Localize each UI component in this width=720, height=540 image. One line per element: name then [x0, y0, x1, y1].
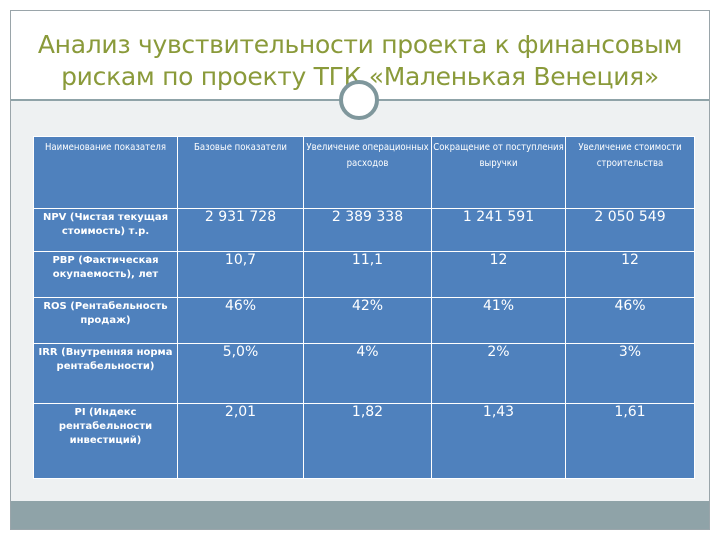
- slide-title: Анализ чувствительности проекта к финанс…: [11, 29, 709, 93]
- table-cell: 5,0%: [177, 343, 304, 404]
- table-row: PI (Индекс рентабельности инвестиций) 2,…: [33, 403, 695, 479]
- table-cell: 10,7: [177, 251, 304, 298]
- table-cell: 4%: [303, 343, 432, 404]
- slide-frame: [10, 10, 710, 530]
- table-cell: 2,01: [177, 403, 304, 479]
- row-label: IRR (Внутренняя норма рентабельности): [33, 343, 178, 404]
- table-cell: 42%: [303, 297, 432, 344]
- table-cell: 12: [431, 251, 566, 298]
- table-cell: 11,1: [303, 251, 432, 298]
- table-cell: 1,43: [431, 403, 566, 479]
- table-cell: 2 931 728: [177, 208, 304, 252]
- row-label: PI (Индекс рентабельности инвестиций): [33, 403, 178, 479]
- ring-ornament-icon: [339, 80, 379, 120]
- header-cell: Сокращение от поступления выручки: [431, 136, 566, 209]
- table-row: ROS (Рентабельность продаж) 46% 42% 41% …: [33, 297, 695, 344]
- header-cell: Увеличение стоимости строительства: [565, 136, 695, 209]
- row-label: NPV (Чистая текущая стоимость) т.р.: [33, 208, 178, 252]
- table-cell: 41%: [431, 297, 566, 344]
- table-cell: 46%: [565, 297, 695, 344]
- table-cell: 1 241 591: [431, 208, 566, 252]
- table-row: IRR (Внутренняя норма рентабельности) 5,…: [33, 343, 695, 404]
- table-cell: 1,61: [565, 403, 695, 479]
- header-cell: Базовые показатели: [177, 136, 304, 209]
- table-cell: 3%: [565, 343, 695, 404]
- header-cell: Наименование показателя: [33, 136, 178, 209]
- table-cell: 46%: [177, 297, 304, 344]
- row-label: РВР (Фактическая окупаемость), лет: [33, 251, 178, 298]
- header-cell: Увеличение операционных расходов: [303, 136, 432, 209]
- footer-bar: [11, 501, 709, 529]
- table-cell: 2%: [431, 343, 566, 404]
- sensitivity-table: Наименование показателя Базовые показате…: [33, 136, 695, 479]
- table-header-row: Наименование показателя Базовые показате…: [33, 136, 695, 209]
- table-cell: 2 389 338: [303, 208, 432, 252]
- table-cell: 1,82: [303, 403, 432, 479]
- table-row: NPV (Чистая текущая стоимость) т.р. 2 93…: [33, 208, 695, 252]
- row-label: ROS (Рентабельность продаж): [33, 297, 178, 344]
- table-cell: 12: [565, 251, 695, 298]
- table-cell: 2 050 549: [565, 208, 695, 252]
- slide-title-line-1: Анализ чувствительности проекта к финанс…: [37, 30, 683, 59]
- table-row: РВР (Фактическая окупаемость), лет 10,7 …: [33, 251, 695, 298]
